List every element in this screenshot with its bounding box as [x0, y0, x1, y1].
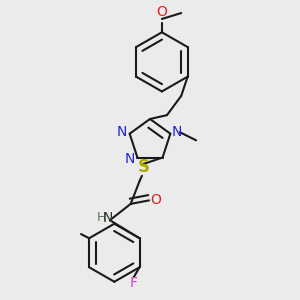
Text: H: H — [97, 211, 106, 224]
Text: N: N — [125, 152, 135, 166]
Text: O: O — [157, 5, 167, 19]
Text: F: F — [130, 276, 138, 289]
Text: N: N — [117, 125, 128, 139]
Text: N: N — [172, 125, 182, 139]
Text: S: S — [137, 158, 149, 176]
Text: O: O — [150, 194, 161, 207]
Text: N: N — [102, 211, 113, 225]
